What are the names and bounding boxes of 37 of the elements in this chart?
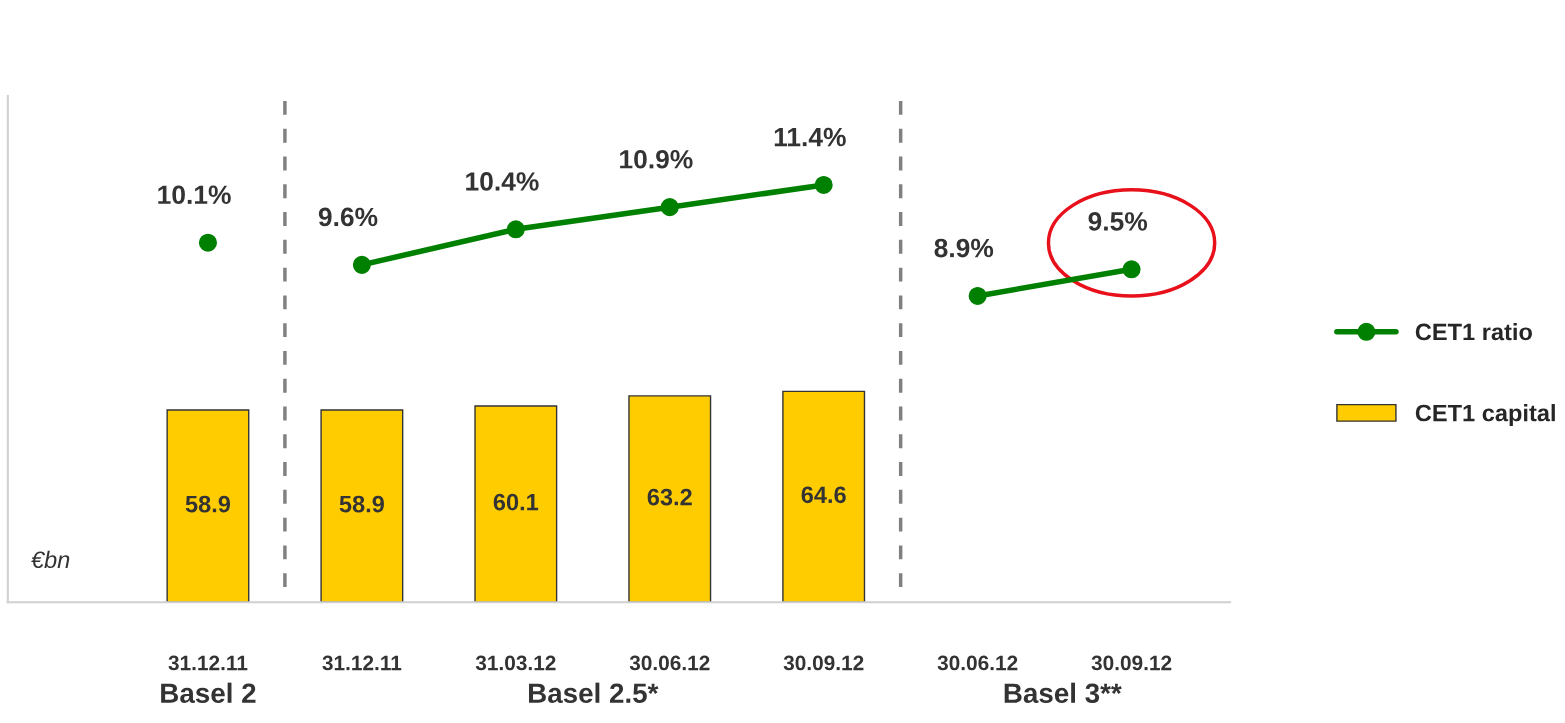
text: Basel 2.5*	[529, 682, 659, 704]
data-label: 9.6%	[318, 207, 378, 227]
point	[198, 233, 217, 252]
bar	[166, 409, 250, 603]
point	[660, 198, 679, 217]
x-tick-label: 30.06.12	[937, 655, 1018, 671]
data-label: 64.6	[801, 486, 846, 504]
text: Basel 3**	[1004, 682, 1122, 704]
legend-label: CET1 ratio	[1415, 322, 1532, 341]
point	[1122, 260, 1141, 279]
data-label: 10.4%	[466, 172, 539, 191]
point	[506, 220, 525, 239]
text: Basel 2	[161, 682, 256, 704]
data-label: 10.9%	[620, 149, 693, 169]
bar	[628, 395, 712, 603]
point	[814, 175, 833, 194]
x-tick-label: 31.12.11	[168, 655, 248, 671]
data-label: 60.1	[493, 493, 539, 511]
annotation: €bn	[31, 550, 70, 569]
point	[968, 286, 987, 305]
x-tick-label: 31.03.12	[475, 655, 556, 671]
x-tick-label: 31.12.11	[322, 655, 402, 671]
data-label: 63.2	[647, 488, 692, 506]
x-tick-label: 30.06.12	[629, 655, 710, 671]
legend-label: CET1 capital	[1415, 404, 1555, 427]
point	[352, 255, 371, 274]
data-label: 8.9%	[934, 238, 994, 258]
bar	[782, 390, 866, 603]
data-label: 58.9	[185, 495, 231, 513]
data-label: 10.1%	[158, 185, 231, 205]
data-label: 11.4%	[774, 127, 846, 147]
x-tick-label: 30.09.12	[783, 655, 864, 671]
x-tick-label: 30.09.12	[1091, 655, 1172, 671]
data-label: 9.5%	[1088, 212, 1148, 231]
data-label: 58.9	[339, 495, 384, 513]
bar	[474, 405, 558, 603]
bar	[320, 409, 404, 603]
